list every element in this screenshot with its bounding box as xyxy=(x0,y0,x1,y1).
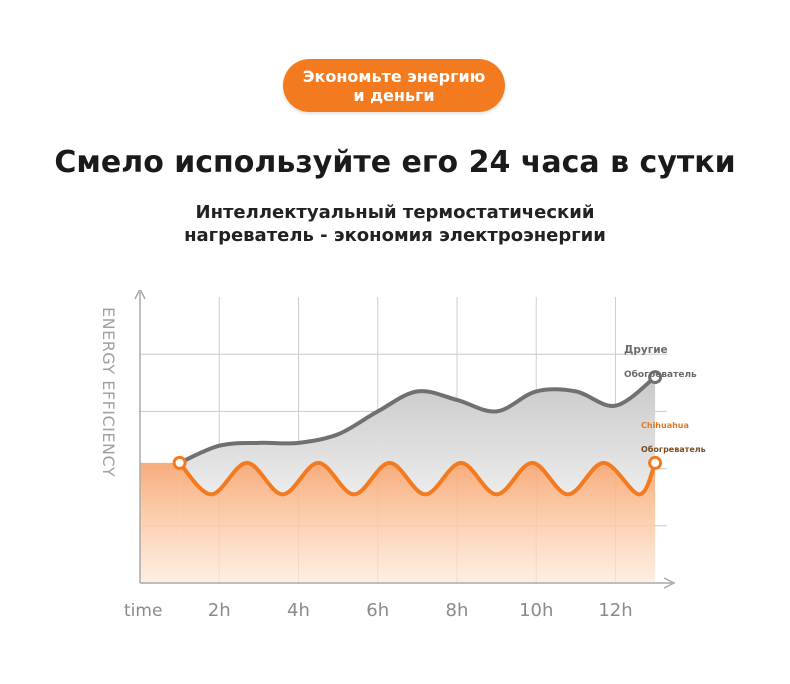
x-tick-label: 4h xyxy=(287,600,310,621)
series-line-chihuahua xyxy=(177,460,658,497)
y-axis-label: ENERGY EFFICIENCY xyxy=(99,307,118,477)
series-label-chihuahua-line-2: Обогреватель xyxy=(641,444,706,454)
series-label-chihuahua-line-1: Chihuahua xyxy=(641,421,689,430)
promo-badge: Экономьте энергию и деньги xyxy=(283,59,505,112)
x-tick-label: 10h xyxy=(519,600,553,621)
x-tick-label: 8h xyxy=(446,600,469,621)
x-axis-label: time xyxy=(124,601,162,621)
series-area-other-heaters xyxy=(179,377,656,495)
series-end-point-chihuahua xyxy=(648,455,663,470)
x-tick-label: 12h xyxy=(598,600,632,621)
x-axis-arrow xyxy=(663,577,676,589)
series-area-base xyxy=(140,462,180,583)
series-label-other-heaters-line-2: Обогреватель xyxy=(624,369,697,380)
subtitle-line-2: нагреватель - экономия электроэнергии xyxy=(184,225,606,246)
page-subtitle: Интеллектуальный термостатический нагрев… xyxy=(0,201,790,247)
badge-line-1: Экономьте энергию xyxy=(302,66,486,86)
series-start-point xyxy=(172,455,187,470)
series-endpoints xyxy=(172,370,663,470)
series-line-other-heaters xyxy=(177,375,658,465)
y-axis-arrow xyxy=(134,290,146,300)
series-label-other-heaters-line-1: Другие xyxy=(624,344,668,356)
axes xyxy=(134,290,676,589)
x-tick-label: 2h xyxy=(208,600,231,621)
subtitle-line-1: Интеллектуальный термостатический xyxy=(195,202,595,223)
energy-chart: ENERGY EFFICIENCY time 2h 4h 6h 8h 10h 12h Други… xyxy=(99,290,706,621)
x-tick-label: 6h xyxy=(366,600,389,621)
chart-labels: ENERGY EFFICIENCY time 2h 4h 6h 8h 10h 12h Други… xyxy=(99,307,706,621)
series-end-point-other-heaters xyxy=(648,370,663,385)
badge-line-2: и деньги xyxy=(353,85,435,105)
series-area-chihuahua xyxy=(179,462,656,583)
page-title: Смело используйте его 24 часа в сутки xyxy=(54,145,736,180)
